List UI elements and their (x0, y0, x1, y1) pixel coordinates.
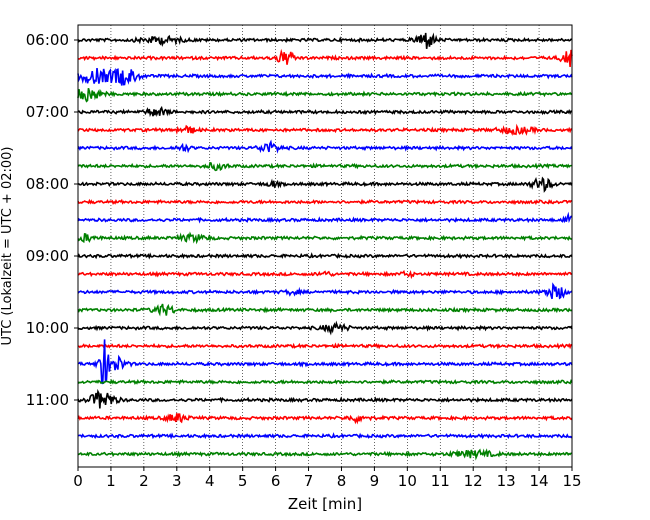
x-tick-label: 6 (271, 472, 281, 490)
trace-1100 (77, 388, 573, 409)
trace-0930 (77, 282, 573, 300)
y-axis-label: UTC (Lokalzeit = UTC + 02:00) (0, 147, 15, 346)
y-tick-label: 11:00 (26, 391, 69, 409)
trace-0945 (77, 303, 573, 317)
trace-0745 (77, 161, 573, 172)
trace-0800 (77, 176, 573, 193)
y-axis-ticks: 06:00 07:00 08:00 09:00 10:00 11:00 (26, 31, 78, 409)
trace-1145 (77, 448, 573, 461)
x-tick-label: 15 (562, 472, 581, 490)
trace-0845 (77, 231, 573, 245)
trace-1045 (77, 378, 573, 386)
x-tick-label: 14 (530, 472, 549, 490)
y-tick-label: 09:00 (26, 247, 69, 265)
trace-1015 (77, 342, 573, 350)
trace-0615 (77, 48, 573, 67)
x-tick-label: 2 (139, 472, 149, 490)
trace-1030 (77, 339, 573, 385)
x-tick-label: 4 (205, 472, 215, 490)
plot-background (78, 25, 572, 467)
trace-0900 (77, 252, 573, 260)
x-tick-label: 13 (497, 472, 516, 490)
x-tick-label: 5 (238, 472, 248, 490)
trace-1130 (77, 432, 573, 440)
y-tick-label: 08:00 (26, 175, 69, 193)
x-axis-ticks: 0 1 2 3 4 5 6 7 8 9 10 11 12 13 14 15 (73, 467, 582, 490)
x-tick-label: 10 (398, 472, 417, 490)
y-tick-label: 07:00 (26, 103, 69, 121)
trace-0700 (77, 105, 572, 118)
trace-0645 (77, 87, 573, 103)
x-tick-label: 12 (464, 472, 483, 490)
x-tick-label: 3 (172, 472, 182, 490)
x-tick-label: 1 (106, 472, 116, 490)
x-tick-label: 9 (370, 472, 380, 490)
y-tick-label: 10:00 (26, 319, 69, 337)
trace-0830 (77, 211, 573, 224)
y-tick-label: 06:00 (26, 31, 69, 49)
traces (77, 32, 573, 461)
trace-0630 (77, 67, 573, 86)
x-tick-label: 8 (337, 472, 347, 490)
trace-0915 (77, 269, 573, 280)
x-tick-label: 11 (431, 472, 450, 490)
trace-0815 (77, 198, 573, 206)
trace-0730 (77, 139, 573, 154)
trace-1000 (77, 320, 573, 336)
x-axis-label: Zeit [min] (288, 495, 362, 513)
x-tick-label: 0 (73, 472, 83, 490)
trace-1115 (77, 413, 573, 425)
trace-0600 (77, 32, 573, 49)
trace-0715 (77, 123, 573, 137)
plot-frame (77, 24, 573, 468)
x-tick-label: 7 (304, 472, 314, 490)
